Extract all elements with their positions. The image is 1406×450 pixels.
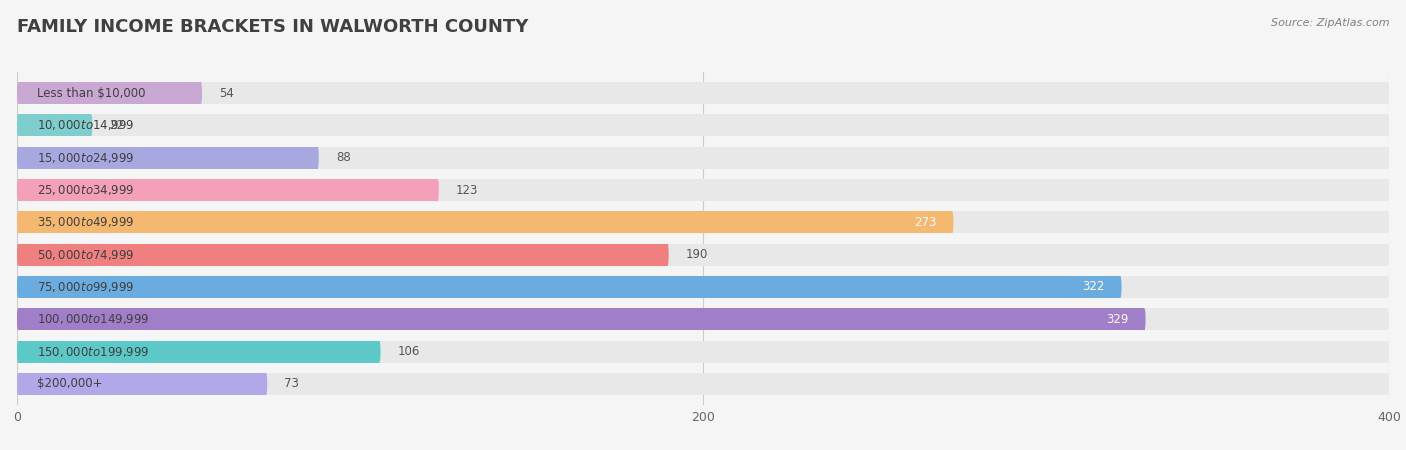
Text: Less than $10,000: Less than $10,000 <box>38 86 146 99</box>
Circle shape <box>90 114 93 136</box>
Circle shape <box>17 82 20 104</box>
Text: 190: 190 <box>686 248 709 261</box>
Text: $150,000 to $199,999: $150,000 to $199,999 <box>38 345 150 359</box>
Bar <box>18 82 1388 104</box>
Circle shape <box>436 179 439 201</box>
Text: $10,000 to $14,999: $10,000 to $14,999 <box>38 118 135 132</box>
Bar <box>18 373 1388 395</box>
Bar <box>18 114 1388 136</box>
Text: 73: 73 <box>284 378 299 391</box>
Circle shape <box>1143 308 1146 330</box>
Bar <box>18 243 1388 266</box>
Circle shape <box>17 114 20 136</box>
Circle shape <box>17 82 20 104</box>
Circle shape <box>17 212 20 234</box>
Text: $200,000+: $200,000+ <box>38 378 103 391</box>
Circle shape <box>1386 341 1389 363</box>
Circle shape <box>378 341 381 363</box>
Bar <box>18 212 1388 234</box>
Circle shape <box>17 114 20 136</box>
Circle shape <box>1386 114 1389 136</box>
Circle shape <box>17 212 20 234</box>
Bar <box>18 373 266 395</box>
Text: $50,000 to $74,999: $50,000 to $74,999 <box>38 248 135 261</box>
Circle shape <box>666 243 669 266</box>
Text: $35,000 to $49,999: $35,000 to $49,999 <box>38 216 135 230</box>
Text: 273: 273 <box>914 216 936 229</box>
Bar <box>18 179 1388 201</box>
Bar <box>18 308 1388 330</box>
Circle shape <box>17 243 20 266</box>
Bar <box>18 341 380 363</box>
Circle shape <box>17 243 20 266</box>
Circle shape <box>17 179 20 201</box>
Text: 106: 106 <box>398 345 420 358</box>
Text: 88: 88 <box>336 151 350 164</box>
Circle shape <box>17 341 20 363</box>
Text: 322: 322 <box>1083 280 1104 293</box>
Bar <box>18 179 437 201</box>
Circle shape <box>200 82 202 104</box>
Circle shape <box>264 373 267 395</box>
Circle shape <box>17 147 20 169</box>
Bar <box>18 114 91 136</box>
Bar <box>18 276 1388 298</box>
Bar <box>18 276 1121 298</box>
Circle shape <box>1119 276 1122 298</box>
Circle shape <box>17 276 20 298</box>
Bar <box>18 147 1388 169</box>
Text: 329: 329 <box>1107 313 1129 326</box>
Text: FAMILY INCOME BRACKETS IN WALWORTH COUNTY: FAMILY INCOME BRACKETS IN WALWORTH COUNT… <box>17 18 529 36</box>
Circle shape <box>1386 82 1389 104</box>
Text: $25,000 to $34,999: $25,000 to $34,999 <box>38 183 135 197</box>
Bar <box>18 341 1388 363</box>
Text: $100,000 to $149,999: $100,000 to $149,999 <box>38 312 150 326</box>
Bar <box>18 82 201 104</box>
Circle shape <box>17 373 20 395</box>
Circle shape <box>316 147 319 169</box>
Circle shape <box>17 179 20 201</box>
Circle shape <box>17 276 20 298</box>
Text: $15,000 to $24,999: $15,000 to $24,999 <box>38 151 135 165</box>
Circle shape <box>17 341 20 363</box>
Text: 22: 22 <box>110 119 125 132</box>
Circle shape <box>1386 212 1389 234</box>
Circle shape <box>1386 147 1389 169</box>
Circle shape <box>17 373 20 395</box>
Text: 54: 54 <box>219 86 235 99</box>
Circle shape <box>1386 373 1389 395</box>
Circle shape <box>1386 276 1389 298</box>
Bar <box>18 212 952 234</box>
Bar <box>18 243 668 266</box>
Text: $75,000 to $99,999: $75,000 to $99,999 <box>38 280 135 294</box>
Text: 123: 123 <box>456 184 478 197</box>
Bar <box>18 147 318 169</box>
Bar <box>18 308 1144 330</box>
Circle shape <box>17 147 20 169</box>
Circle shape <box>17 308 20 330</box>
Circle shape <box>950 212 953 234</box>
Text: Source: ZipAtlas.com: Source: ZipAtlas.com <box>1271 18 1389 28</box>
Circle shape <box>1386 243 1389 266</box>
Circle shape <box>1386 308 1389 330</box>
Circle shape <box>1386 179 1389 201</box>
Circle shape <box>17 308 20 330</box>
